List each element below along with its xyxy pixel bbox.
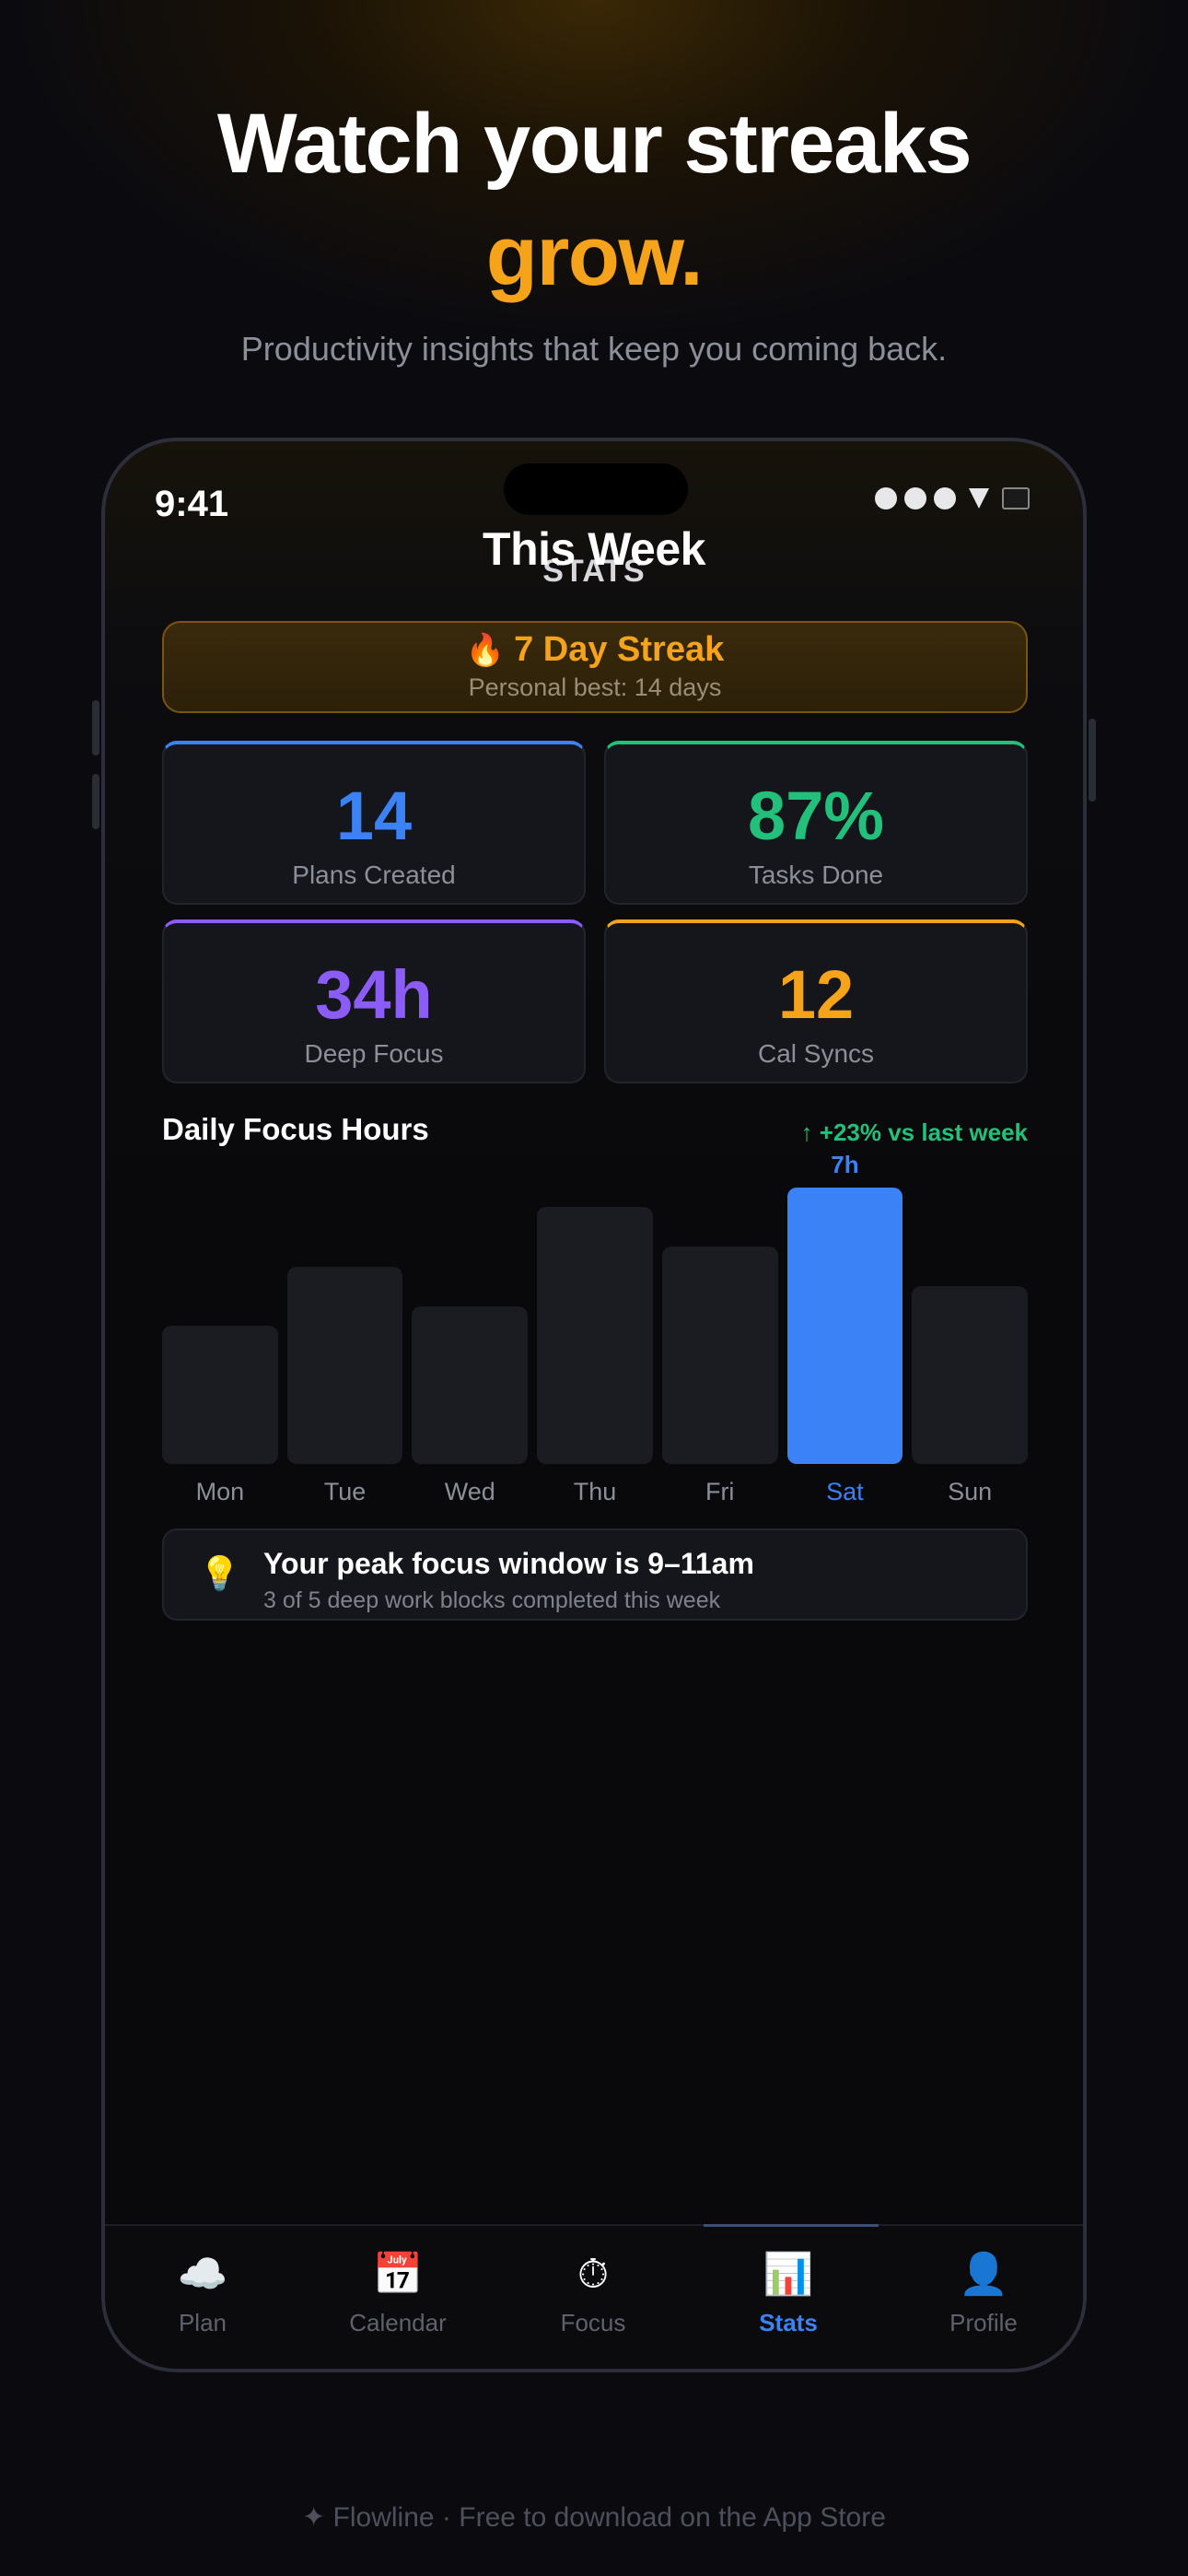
x-tick-label: Sun [948,1478,993,1505]
headline-line-1: Watch your streaks [216,97,973,191]
bar-chart-icon: 📊 [763,2252,814,2297]
screen-title: This Week [483,523,705,575]
signal-dot-icon [904,487,926,509]
stat-value: 14 [335,778,413,854]
subheadline: Productivity insights that keep you comi… [240,330,948,368]
x-tick-label: Tue [323,1478,367,1505]
headline: Watch your streaks grow. [0,88,1188,312]
bar-thu[interactable] [537,1207,653,1464]
streak-title: 7 Day Streak [514,630,725,669]
tab-label: Calendar [349,2309,447,2336]
bar-wed[interactable] [412,1306,529,1464]
x-tick-label: Thu [573,1478,617,1505]
streak-subtitle: Personal best: 14 days [468,673,722,701]
screen-subtitle: STATS [542,554,646,589]
stat-value: 34h [315,956,433,1033]
stat-card-tasks-done[interactable]: 87% Tasks Done [604,741,1028,905]
chart-change-badge: ↑ +23% vs last week [800,1118,1028,1146]
x-tick-label: Sat [826,1478,864,1505]
stat-value: 12 [777,956,855,1033]
phone-volume-up [92,700,99,755]
stat-card-plans-created[interactable]: 14 Plans Created [162,741,586,905]
tab-stats[interactable]: 📊 Stats [691,2248,886,2337]
x-tick-label: Fri [705,1478,735,1505]
status-icons [875,487,1030,509]
wifi-icon [969,488,989,509]
tab-profile[interactable]: 👤 Profile [886,2248,1081,2337]
phone-volume-down [92,774,99,829]
stat-label: Cal Syncs [757,1039,875,1068]
insight-card[interactable]: 💡 Your peak focus window is 9–11am 3 of … [162,1528,1028,1621]
tab-label: Stats [759,2309,818,2336]
insight-subtitle: 3 of 5 deep work blocks completed this w… [263,1587,721,1613]
cloud-icon: ☁️ [177,2252,228,2297]
tab-focus[interactable]: ⏱ Focus [495,2248,691,2337]
stat-card-deep-focus[interactable]: 34h Deep Focus [162,919,586,1083]
x-tick-label: Wed [444,1478,495,1505]
bar-value-label: 7h [831,1151,859,1178]
calendar-icon: 📅 [372,2252,424,2297]
chart-title: Daily Focus Hours [162,1112,429,1146]
fire-icon: 🔥 [465,633,506,668]
signal-dot-icon [875,487,897,509]
battery-icon [1002,487,1030,509]
dynamic-island [504,463,688,515]
tab-label: Focus [560,2309,626,2336]
stat-label: Tasks Done [748,861,884,889]
signal-dot-icon [934,487,956,509]
bar-fri[interactable] [661,1247,778,1464]
streak-banner[interactable]: 🔥 7 Day Streak Personal best: 14 days [162,621,1028,713]
stopwatch-icon: ⏱ [577,2252,610,2297]
active-tab-indicator [704,2224,879,2227]
stat-value: 87% [747,778,885,854]
tab-label: Profile [949,2309,1018,2336]
tab-bar: ☁️ Plan 📅 Calendar ⏱ Focus 📊 Stats 👤 Profile [105,2224,1083,2369]
x-tick-label: Mon [195,1478,245,1505]
tab-calendar[interactable]: 📅 Calendar [300,2248,495,2337]
stat-label: Plans Created [292,861,456,889]
phone-frame: 9:41 STATS This Week 🔥 7 Day Streak Perso… [101,438,1087,2372]
person-icon: 👤 [958,2252,1009,2297]
tab-label: Plan [178,2309,227,2336]
bar-tue[interactable] [286,1266,403,1464]
bar-mon[interactable] [162,1326,278,1464]
headline-line-2: grow. [485,209,704,303]
bar-sat[interactable] [786,1188,903,1464]
phone-power-button [1089,719,1096,802]
insight-title: Your peak focus window is 9–11am [263,1547,754,1580]
stat-label: Deep Focus [304,1039,444,1068]
lightbulb-icon: 💡 [199,1554,240,1592]
stat-card-cal-syncs[interactable]: 12 Cal Syncs [604,919,1028,1083]
footer-text: ✦ Flowline · Free to download on the App… [302,2502,886,2533]
tab-plan[interactable]: ☁️ Plan [105,2248,300,2337]
status-time: 9:41 [155,484,229,524]
bar-sun[interactable] [912,1286,1028,1464]
